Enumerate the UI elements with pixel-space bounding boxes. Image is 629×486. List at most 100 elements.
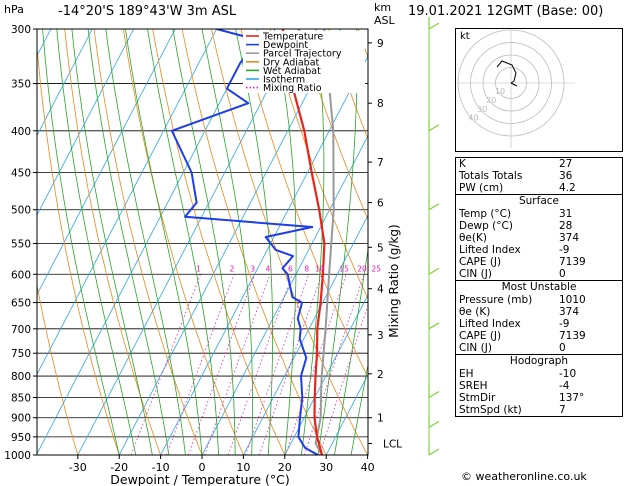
isotherm-line [37,29,93,137]
mixing-ratio-line [130,274,201,455]
temperature-tick-label: 20 [278,461,292,474]
hpa-label: hPa [4,3,24,16]
legend-background [243,31,365,93]
pressure-tick-label: 650 [11,298,31,310]
wind-barb [428,17,440,30]
mixing-ratio-label: 15 [339,264,349,273]
surface-row: CAPE (J) 7139 [456,256,622,268]
pressure-tick-label: 350 [11,79,31,91]
most-unstable-value: -9 [559,318,570,330]
wet-adiabat-line [367,450,368,455]
indices-table: K 27 Totals Totals 36 PW (cm) 4.2 Surface T… [455,157,623,417]
pressure-tick-label: 450 [11,167,31,179]
totals-totals-label: Totals Totals [459,170,523,182]
temperature-tick-label: 40 [361,461,375,474]
dry-adiabat-line [299,29,368,221]
most-unstable-value: 7139 [559,330,586,342]
x-axis-label: Dewpoint / Temperature (°C) [110,472,289,486]
wind-barb [428,262,440,275]
parcel-trajectory-line [314,29,335,455]
hodograph-ring-label: 40 [468,114,478,123]
wet-adiabat-line [71,29,153,455]
isotherm-line [37,29,259,455]
isotherm-line [0,29,10,455]
k-index-value: 27 [559,158,573,170]
hodograph-unit-label: kt [460,31,470,42]
hodograph-table-value: -10 [559,368,577,380]
wet-adiabat-line [124,29,203,455]
km-tick-label: 6 [377,198,384,210]
surface-label: Dewp (°C) [459,220,513,232]
wet-adiabat-line [87,29,170,455]
hodograph-table-value: 7 [559,404,566,416]
temperature-tick-label: -20 [110,461,128,474]
surface-value: -9 [559,244,570,256]
datetime-title: 19.01.2021 12GMT (Base: 00) [408,4,604,19]
pressure-tick-label: 1000 [4,450,31,462]
wet-adiabat-line [42,29,120,455]
wet-adiabat-line [147,29,219,455]
km-tick-label: 8 [377,98,384,110]
wind-barb [428,118,440,132]
mixing-ratio-label: 25 [371,264,381,273]
hodograph-table-value: 137° [559,392,585,404]
wet-adiabat-line [201,29,253,455]
km-tick-label: LCL [383,438,402,450]
hodograph-table-title: Hodograph [509,355,569,367]
pressure-tick-label: 900 [11,413,31,425]
mixing-ratio-line [227,274,293,455]
most-unstable-label: Pressure (mb) [459,294,533,306]
wet-adiabat-line [105,29,186,455]
mixing-ratio-label: 8 [304,264,309,273]
temperature-tick-label: -10 [152,461,170,474]
pressure-tick-label: 300 [11,24,31,36]
pressure-tick-label: 700 [11,324,31,336]
most-unstable-label: CAPE (J) [459,330,502,342]
legend-entry: Dewpoint [263,40,308,51]
hodograph-table-value: -4 [559,380,570,392]
isotherm-line [201,134,368,455]
wet-adiabat-line [317,29,358,455]
most-unstable-label: CIN (J) [459,342,492,354]
most-unstable-row: CIN (J) 0 [456,342,622,354]
most-unstable-row: Lifted Index -9 [456,318,622,330]
isotherm-line [160,55,368,455]
location-title: -14°20'S 189°43'W 3m ASL [58,4,237,19]
wet-adiabat-line [350,362,368,455]
wind-barb [428,197,440,211]
hodograph-ring-label: 10 [495,87,505,96]
km-tick-label: 3 [377,330,384,342]
temperature-tick-label: -30 [69,461,87,474]
hodograph-trace [496,60,517,84]
storm-motion-vector [510,82,518,87]
hodograph-table-row: SREH -4 [456,380,622,392]
dry-adiabat-line [37,42,120,455]
temperature-tick-label: 10 [236,461,250,474]
surface-row: CIN (J) 0 [456,268,622,280]
hodograph-ring-label: 20 [486,96,496,105]
surface-value: 7139 [559,256,586,268]
k-index-label: K [459,158,466,170]
pressure-tick-label: 550 [11,238,31,250]
most-unstable-row: θe (K) 374 [456,306,622,318]
pw-value: 4.2 [559,182,576,194]
most-unstable-label: θe (K) [459,306,491,318]
mixing-ratio-label: 20 [357,264,367,273]
mixing-ratio-label: 2 [230,264,235,273]
surface-value: 28 [559,220,573,232]
surface-label: CAPE (J) [459,256,502,268]
mixing-ratio-line [188,274,256,455]
wet-adiabat-line [56,29,137,455]
surface-row: θe(K) 374 [456,232,622,244]
hodograph-table-row: StmDir 137° [456,392,622,404]
km-label: km [374,1,392,14]
surface-label: θe(K) [459,232,487,244]
km-tick-label: 9 [377,38,384,50]
surface-row: Lifted Index -9 [456,244,622,256]
dry-adiabat-line [122,29,244,455]
most-unstable-row: Pressure (mb) 1010 [456,294,622,306]
wet-adiabat-line [301,29,325,455]
wind-barb [428,443,440,456]
surface-row: Temp (°C) 31 [456,208,622,220]
